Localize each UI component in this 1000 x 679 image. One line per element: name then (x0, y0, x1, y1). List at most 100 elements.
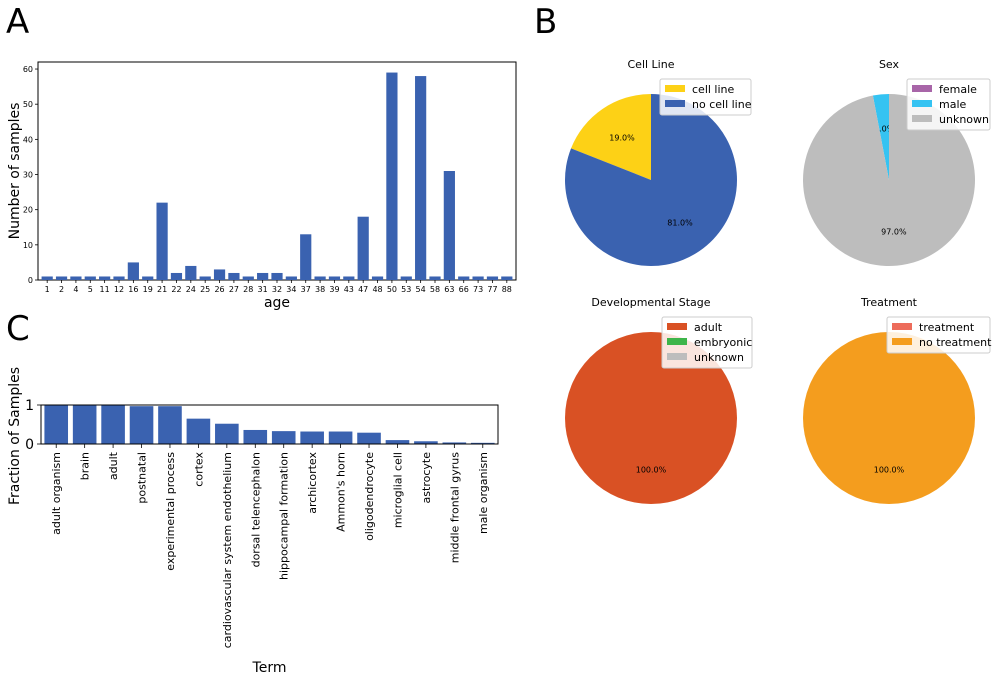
bar (328, 431, 353, 444)
legend-swatch (665, 100, 685, 107)
x-tick-label: 48 (372, 285, 382, 294)
x-tick-label: Ammon's horn (335, 452, 348, 532)
bar (458, 276, 470, 280)
y-tick-label: 20 (23, 206, 33, 215)
bar (158, 406, 182, 444)
legend-label: male (939, 98, 967, 111)
x-tick-label: archicortex (306, 452, 319, 514)
x-tick-label: cortex (192, 452, 205, 487)
x-tick-label: 66 (459, 285, 469, 294)
bar (271, 431, 296, 444)
bar (41, 276, 53, 280)
x-tick-label: 58 (430, 285, 440, 294)
bar (257, 272, 269, 280)
bar (156, 202, 168, 280)
x-tick-label: postnatal (136, 452, 149, 504)
legend-label: no treatment (919, 336, 992, 349)
x-tick-label: 12 (114, 285, 124, 294)
x-tick-label: adult organism (50, 452, 63, 535)
bar (72, 405, 97, 444)
panel-letter-c: C (6, 309, 30, 349)
legend-swatch (665, 85, 685, 92)
x-tick-label: 25 (200, 285, 210, 294)
pie-slice (565, 332, 737, 504)
pie-percent-label: 81.0% (667, 219, 693, 228)
legend-label: female (939, 83, 977, 96)
pie-title: Sex (879, 58, 900, 71)
y-tick-label: 0 (28, 276, 33, 285)
bar (486, 276, 499, 280)
x-tick-label: 31 (258, 285, 268, 294)
bar (243, 429, 268, 444)
x-tick-label: experimental process (164, 452, 177, 571)
bar (328, 276, 341, 280)
bar (228, 272, 240, 280)
bar (400, 276, 412, 280)
x-tick-label: 22 (171, 285, 181, 294)
legend-label: treatment (919, 321, 975, 334)
cell-line-pie: Cell Line 19.0% 81.0% cell line no cell line (565, 58, 752, 266)
y-axis-label: Number of samples (7, 103, 23, 240)
x-tick-label: 27 (229, 285, 239, 294)
legend-swatch (892, 338, 912, 345)
bar (186, 418, 211, 444)
pie-title: Cell Line (628, 58, 675, 71)
bar (84, 276, 96, 280)
pie-percent-label: 19.0% (609, 133, 635, 142)
plot-frame (40, 404, 499, 445)
bar (242, 276, 254, 280)
bar (472, 276, 484, 280)
x-tick-label: 1 (45, 285, 50, 294)
bar (271, 272, 283, 280)
x-tick-label: middle frontal gyrus (448, 452, 461, 564)
bar (300, 234, 312, 280)
bar (170, 272, 183, 280)
x-tick-label: 77 (487, 285, 497, 294)
legend-swatch (912, 100, 932, 107)
legend-label: unknown (694, 351, 744, 364)
bar (415, 76, 427, 280)
pie-slice (565, 94, 738, 266)
bar (129, 406, 154, 444)
x-tick-label: 16 (128, 285, 138, 294)
x-tick-label: 50 (387, 285, 397, 294)
x-tick-label: 4 (73, 285, 78, 294)
x-tick-label: 63 (444, 285, 454, 294)
legend-swatch (667, 323, 687, 330)
bar (357, 216, 369, 280)
y-tick-label: 50 (23, 100, 33, 109)
treatment-pie: Treatment 100.0% treatment no treatment (803, 296, 992, 504)
x-tick-label: dorsal telencephalon (249, 452, 262, 567)
x-tick-label: adult (107, 451, 120, 480)
x-tick-label: 73 (473, 285, 483, 294)
x-tick-label: 39 (329, 285, 339, 294)
bar (357, 432, 381, 444)
bar (470, 442, 495, 444)
pie-title: Treatment (860, 296, 918, 309)
pie-slice (872, 94, 889, 180)
bar (501, 276, 513, 280)
bar (443, 171, 455, 280)
bar (343, 276, 355, 280)
bar (185, 265, 197, 280)
y-tick-label: 0 (25, 437, 34, 453)
bar (285, 276, 297, 280)
legend-swatch (667, 353, 687, 360)
sex-pie: Sex 3.0% 97.0% female male unknown (802, 58, 991, 266)
y-tick-label: 60 (23, 65, 33, 74)
x-tick-label: 11 (100, 285, 110, 294)
x-tick-label: brain (79, 452, 92, 480)
pie-percent-label: 97.0% (881, 227, 907, 236)
bar (371, 276, 384, 280)
bar (442, 442, 467, 444)
developmental-stage-pie: Developmental Stage 100.0% adult embryonic u… (565, 296, 753, 504)
bar (70, 276, 82, 280)
x-tick-label: 37 (301, 285, 311, 294)
x-tick-label: microglial cell (391, 452, 404, 528)
bar (55, 276, 68, 280)
bar (44, 405, 69, 444)
bar (215, 423, 239, 444)
panel-letter-a: A (6, 2, 29, 42)
pie-percent-label: 100.0% (636, 466, 667, 475)
